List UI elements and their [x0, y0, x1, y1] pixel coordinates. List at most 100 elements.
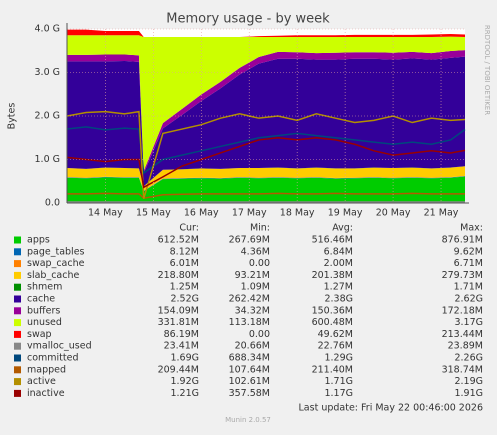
line	[67, 192, 465, 200]
chart-title: Memory usage - by week	[166, 12, 330, 27]
legend-header: Max:	[460, 223, 483, 234]
legend-label: unused	[27, 317, 62, 328]
legend-value: 23.41M	[164, 341, 199, 352]
legend-value: 279.73M	[442, 270, 483, 281]
legend-value: 267.69M	[229, 235, 270, 246]
legend-value: 201.38M	[312, 270, 353, 281]
legend-value: 23.89M	[448, 341, 483, 352]
legend-value: 876.91M	[442, 235, 483, 246]
legend-value: 612.52M	[158, 235, 199, 246]
plot	[66, 28, 466, 204]
legend-value: 1.71G	[324, 376, 353, 387]
x-tick-label: 15 May	[136, 208, 171, 219]
legend-value: 22.76M	[318, 341, 353, 352]
side-text: RRDTOOL / TOBI OETIKER	[483, 25, 491, 115]
legend-value: 0.00	[249, 258, 270, 269]
legend-value: 102.61M	[229, 376, 270, 387]
legend-label: active	[27, 376, 56, 387]
legend-swatch	[14, 354, 21, 362]
x-tick-label: 17 May	[232, 208, 267, 219]
legend-value: 150.36M	[312, 305, 353, 316]
y-tick-label: 4.0 G	[35, 24, 61, 35]
legend-swatch	[14, 271, 21, 279]
legend-value: 2.19G	[454, 376, 483, 387]
legend-value: 93.21M	[235, 270, 270, 281]
legend-label: inactive	[27, 388, 65, 399]
legend-value: 331.81M	[158, 317, 199, 328]
legend-value: 6.71M	[454, 258, 483, 269]
legend-header: Avg:	[332, 223, 353, 234]
legend-header: Cur:	[179, 223, 199, 234]
legend-value: 107.64M	[229, 364, 270, 375]
area	[67, 29, 465, 38]
legend-swatch	[14, 260, 21, 268]
legend-label: swap	[27, 329, 52, 340]
y-tick-label: 0.0	[45, 198, 60, 209]
legend-value: 1.17G	[324, 388, 353, 399]
version: Munin 2.0.57	[225, 416, 271, 424]
legend-value: 688.34M	[229, 353, 270, 364]
area	[67, 35, 465, 172]
legend-swatch	[14, 307, 21, 315]
legend-swatch	[14, 283, 21, 291]
x-tick-label: 21 May	[424, 208, 459, 219]
legend-value: 1.91G	[454, 388, 483, 399]
legend-value: 1.92G	[170, 376, 199, 387]
legend-label: mapped	[27, 364, 66, 375]
y-tick-label: 2.0 G	[35, 111, 61, 122]
legend-value: 8.12M	[170, 246, 199, 257]
legend-value: 1.09M	[241, 282, 270, 293]
legend-value: 1.25M	[170, 282, 199, 293]
area	[67, 166, 465, 191]
legend-value: 172.18M	[442, 305, 483, 316]
legend-value: 9.62M	[454, 246, 483, 257]
legend-value: 0.00	[249, 329, 270, 340]
y-tick-label: 3.0 G	[35, 67, 61, 78]
legend-value: 357.58M	[229, 388, 270, 399]
legend-value: 213.44M	[442, 329, 483, 340]
legend-value: 1.29G	[324, 353, 353, 364]
legend-label: buffers	[27, 305, 60, 316]
legend-swatch	[14, 342, 21, 350]
legend-label: committed	[27, 353, 79, 364]
legend-value: 86.19M	[164, 329, 199, 340]
legend-value: 600.48M	[312, 317, 353, 328]
x-tick-label: 18 May	[280, 208, 315, 219]
legend-swatch	[14, 378, 21, 386]
line	[66, 136, 466, 189]
legend-swatch	[14, 389, 21, 397]
legend-value: 211.40M	[312, 364, 353, 375]
line	[66, 110, 466, 199]
legend-value: 113.18M	[229, 317, 270, 328]
legend-value: 1.21G	[170, 388, 199, 399]
legend-value: 1.27M	[324, 282, 353, 293]
legend-value: 2.38G	[324, 294, 353, 305]
legend-value: 218.80M	[158, 270, 199, 281]
legend-value: 516.46M	[312, 235, 353, 246]
legend-value: 2.52G	[170, 294, 199, 305]
legend-swatch	[14, 366, 21, 374]
legend-label: slab_cache	[27, 270, 79, 281]
legend-value: 20.66M	[235, 341, 270, 352]
legend-label: page_tables	[27, 246, 85, 257]
legend-value: 2.00M	[324, 258, 353, 269]
x-tick-label: 16 May	[184, 208, 219, 219]
legend-swatch	[14, 319, 21, 327]
legend-value: 209.44M	[158, 364, 199, 375]
area	[67, 56, 465, 187]
legend-value: 2.62G	[454, 294, 483, 305]
line	[66, 126, 466, 175]
legend-label: cache	[27, 294, 55, 305]
legend-value: 4.36M	[241, 246, 270, 257]
legend-swatch	[14, 330, 21, 338]
legend: Cur: Min: Avg: Max: apps 612.52M 267.69M 516.46…	[14, 223, 483, 399]
legend-swatch	[14, 236, 21, 244]
legend-swatch	[14, 295, 21, 303]
legend-label: swap_cache	[27, 258, 85, 269]
legend-value: 1.69G	[170, 353, 199, 364]
legend-value: 6.84M	[324, 246, 353, 257]
legend-value: 1.71M	[454, 282, 483, 293]
legend-value: 2.26G	[454, 353, 483, 364]
